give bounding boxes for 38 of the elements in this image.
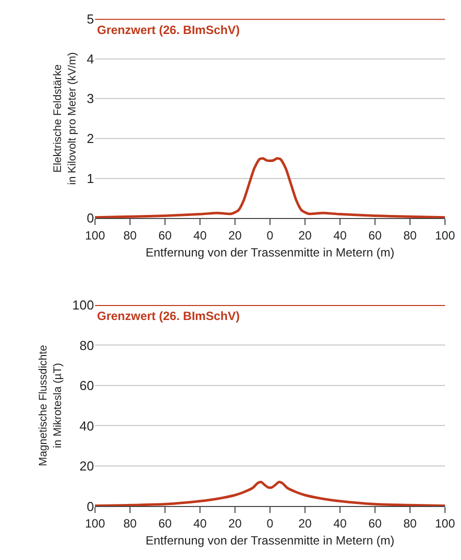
x-tick-label: 100 <box>434 516 456 531</box>
x-tick-label: 40 <box>193 228 207 243</box>
y-tick-label: 4 <box>86 51 94 66</box>
y-tick-label: 5 <box>86 11 94 26</box>
y-axis-title: Elektrische Feldstärke in Kilovolt pro Meter (kV/m) <box>52 52 78 185</box>
x-tick-label: 60 <box>368 228 382 243</box>
x-tick-label: 20 <box>298 516 312 531</box>
x-tick-label: 40 <box>333 516 347 531</box>
x-tick-label: 40 <box>193 516 207 531</box>
y-tick-label: 60 <box>80 378 94 394</box>
x-tick-label: 80 <box>123 228 137 243</box>
y-axis-title: Magnetische Flussdichte in Mikrotesla (µT) <box>38 345 64 466</box>
ref-line-label: Grenzwert (26. BImSchV) <box>97 309 240 323</box>
x-tick-label: 20 <box>228 516 242 531</box>
x-tick-label: 80 <box>123 516 137 531</box>
x-axis-title: Entfernung von der Trassenmitte in Metern (m) <box>146 245 394 260</box>
x-tick-label: 20 <box>298 228 312 243</box>
x-tick-label: 80 <box>403 516 417 531</box>
y-tick-label: 1 <box>86 170 94 186</box>
y-tick-label: 0 <box>86 210 94 226</box>
y-tick-label: 100 <box>72 298 94 313</box>
y-tick-label: 80 <box>80 338 94 353</box>
x-tick-label: 60 <box>368 516 382 531</box>
x-tick-label: 40 <box>333 228 347 243</box>
y-tick-label: 0 <box>86 498 94 514</box>
x-tick-label: 60 <box>158 228 172 243</box>
ref-line-label: Grenzwert (26. BImSchV) <box>97 23 240 37</box>
x-axis-title: Entfernung von der Trassenmitte in Metern (m) <box>146 533 394 548</box>
x-tick-label: 0 <box>266 516 274 531</box>
y-tick-label: 20 <box>80 458 94 474</box>
y-tick-label: 40 <box>80 418 94 434</box>
x-tick-label: 60 <box>158 516 172 531</box>
x-tick-label: 100 <box>434 228 456 243</box>
x-tick-label: 20 <box>228 228 242 243</box>
y-tick-label: 2 <box>86 131 94 146</box>
x-tick-label: 0 <box>266 228 274 243</box>
x-tick-label: 80 <box>403 228 417 243</box>
y-tick-label: 3 <box>86 91 94 106</box>
